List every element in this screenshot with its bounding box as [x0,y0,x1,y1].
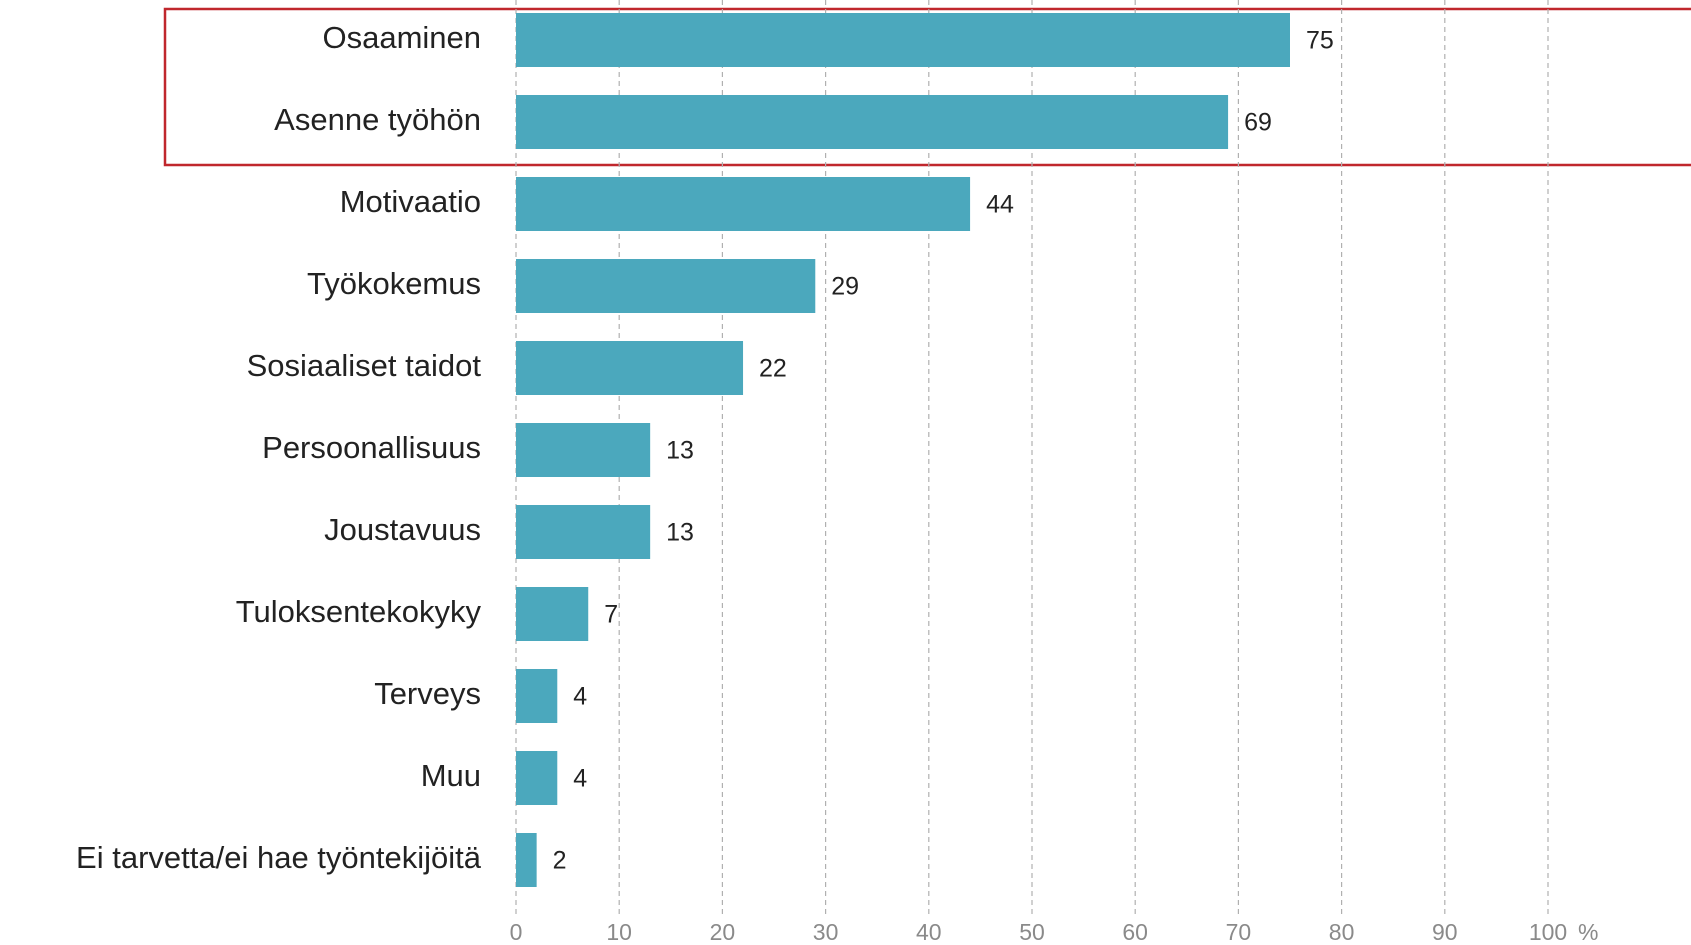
y-tick-label: Persoonallisuus [262,430,481,465]
value-label: 4 [573,765,587,793]
highlight-box [163,7,1691,167]
x-tick-label: 70 [1226,919,1252,945]
value-label: 13 [666,437,694,465]
x-tick-label: 0 [510,919,523,945]
y-tick-label: Motivaatio [340,184,481,219]
value-label: 29 [831,273,859,301]
value-label: 7 [604,601,618,629]
bar [516,177,971,231]
bar [516,259,816,313]
bar [516,341,744,395]
x-tick-label: 10 [606,919,632,945]
value-label: 4 [573,683,587,711]
y-tick-label: Osaaminen [322,20,481,55]
bar [516,751,558,805]
value-label: 44 [986,191,1014,219]
bar [516,95,1229,149]
y-tick-label: Sosiaaliset taidot [247,348,482,383]
value-label: 2 [553,847,567,875]
value-label: 75 [1306,27,1334,55]
bar [516,587,589,641]
x-tick-label: 100 [1529,919,1567,945]
value-label: 22 [759,355,787,383]
x-tick-label: 20 [710,919,736,945]
x-axis-label: % [1578,919,1598,945]
x-tick-label: 90 [1432,919,1458,945]
bar [516,13,1290,67]
bar [516,423,651,477]
bar [516,669,558,723]
y-tick-label: Terveys [374,676,481,711]
value-label: 13 [666,519,694,547]
x-tick-label: 50 [1019,919,1045,945]
y-tick-label: Työkokemus [307,266,481,301]
bar [516,833,537,887]
y-tick-label: Asenne työhön [274,102,481,137]
y-tick-label: Ei tarvetta/ei hae työntekijöitä [76,840,482,875]
y-tick-label: Tuloksentekokyky [236,594,482,629]
x-tick-label: 30 [813,919,839,945]
bar [516,505,651,559]
y-tick-label: Muu [421,758,481,793]
value-label: 69 [1244,109,1272,137]
x-tick-label: 60 [1122,919,1148,945]
x-tick-label: 80 [1329,919,1355,945]
x-tick-label: 40 [916,919,942,945]
y-tick-label: Joustavuus [324,512,481,547]
